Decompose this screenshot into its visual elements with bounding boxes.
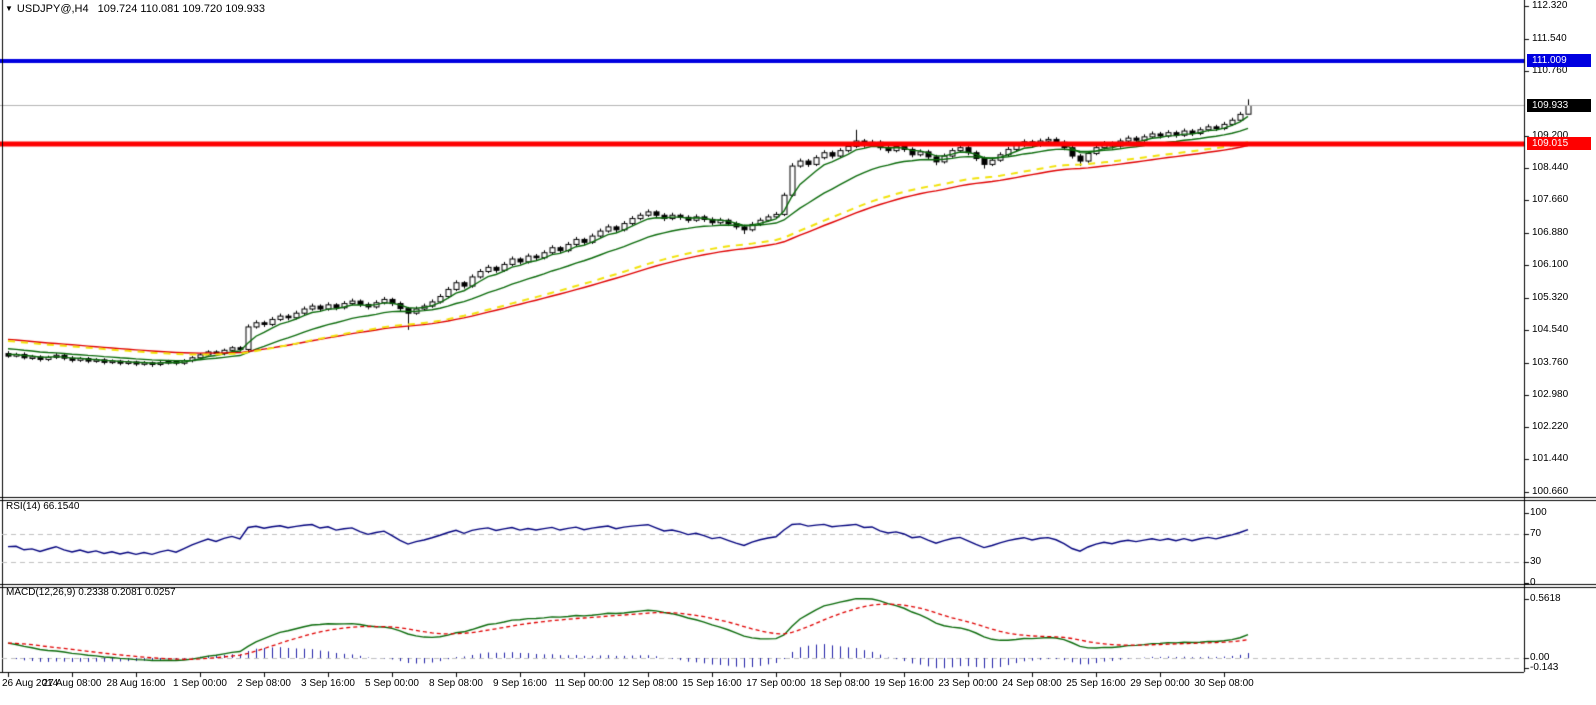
ohlc-readout: 109.724 110.081 109.720 109.933 bbox=[97, 3, 266, 15]
time-axis-label: 1 Sep 00:00 bbox=[173, 678, 227, 689]
price-axis-label: 105.320 bbox=[1532, 291, 1569, 303]
rsi-axis-label: 30 bbox=[1530, 556, 1542, 567]
price-axis-label: 106.100 bbox=[1532, 259, 1569, 271]
time-axis-label: 24 Sep 08:00 bbox=[1002, 678, 1062, 689]
price-axis-label: 112.320 bbox=[1532, 0, 1568, 11]
rsi-axis-label: 0 bbox=[1530, 577, 1536, 588]
symbol-marker-icon: ▼ bbox=[5, 4, 13, 13]
price-axis-label: 102.220 bbox=[1532, 420, 1569, 432]
rsi-axis-label: 70 bbox=[1530, 528, 1542, 539]
symbol-timeframe-label: USDJPY@,H4 bbox=[16, 3, 89, 15]
time-axis-label: 2 Sep 08:00 bbox=[237, 678, 291, 689]
price-axis-label: 102.980 bbox=[1532, 389, 1569, 401]
macd-axis-label: -0.143 bbox=[1530, 662, 1559, 673]
rsi-axis-label: 100 bbox=[1530, 507, 1547, 518]
price-axis-label: 100.660 bbox=[1532, 485, 1569, 497]
time-axis-label: 9 Sep 16:00 bbox=[493, 678, 547, 689]
time-axis-label: 11 Sep 00:00 bbox=[554, 678, 614, 689]
time-axis-label: 8 Sep 08:00 bbox=[429, 678, 483, 689]
time-axis-label: 17 Sep 00:00 bbox=[746, 678, 806, 689]
time-axis-label: 26 Aug 2014 bbox=[2, 678, 59, 689]
price-axis-label: 103.760 bbox=[1532, 356, 1569, 368]
macd-pane-title: MACD(12,26,9) 0.2338 0.2081 0.0257 bbox=[6, 587, 176, 598]
price-axis-label: 110.760 bbox=[1532, 65, 1568, 77]
time-axis-label: 28 Aug 16:00 bbox=[106, 678, 166, 689]
time-axis-label: 5 Sep 00:00 bbox=[365, 678, 419, 689]
price-axis-label: 101.440 bbox=[1532, 453, 1569, 465]
price-badge-blue-level: 111.009 bbox=[1527, 54, 1591, 67]
price-axis-label: 108.440 bbox=[1532, 161, 1569, 173]
time-axis-label: 15 Sep 16:00 bbox=[682, 678, 742, 689]
price-axis-label: 109.200 bbox=[1532, 130, 1569, 142]
price-badge-current: 109.933 bbox=[1527, 99, 1591, 112]
price-axis-label: 111.540 bbox=[1532, 32, 1567, 44]
time-axis-label: 23 Sep 00:00 bbox=[938, 678, 998, 689]
time-axis-label: 29 Sep 00:00 bbox=[1130, 678, 1190, 689]
macd-axis-label: 0.5618 bbox=[1530, 593, 1561, 604]
time-axis-label: 27 Aug 08:00 bbox=[42, 678, 102, 689]
time-axis-label: 18 Sep 08:00 bbox=[810, 678, 870, 689]
time-axis-label: 25 Sep 16:00 bbox=[1066, 678, 1126, 689]
price-badge-red-level: 109.015 bbox=[1527, 137, 1591, 150]
price-axis-label: 106.880 bbox=[1532, 226, 1569, 238]
rsi-pane-title: RSI(14) 66.1540 bbox=[6, 501, 80, 512]
time-axis-label: 19 Sep 16:00 bbox=[874, 678, 934, 689]
time-axis-label: 3 Sep 16:00 bbox=[301, 678, 355, 689]
time-axis-label: 12 Sep 08:00 bbox=[618, 678, 678, 689]
price-axis-label: 104.540 bbox=[1532, 324, 1569, 336]
time-axis-label: 30 Sep 08:00 bbox=[1194, 678, 1254, 689]
price-axis-label: 107.660 bbox=[1532, 194, 1569, 206]
macd-axis-label: 0.00 bbox=[1530, 652, 1550, 663]
chart-title: ▼ USDJPY@,H4 109.724 110.081 109.720 109.9… bbox=[5, 3, 265, 15]
